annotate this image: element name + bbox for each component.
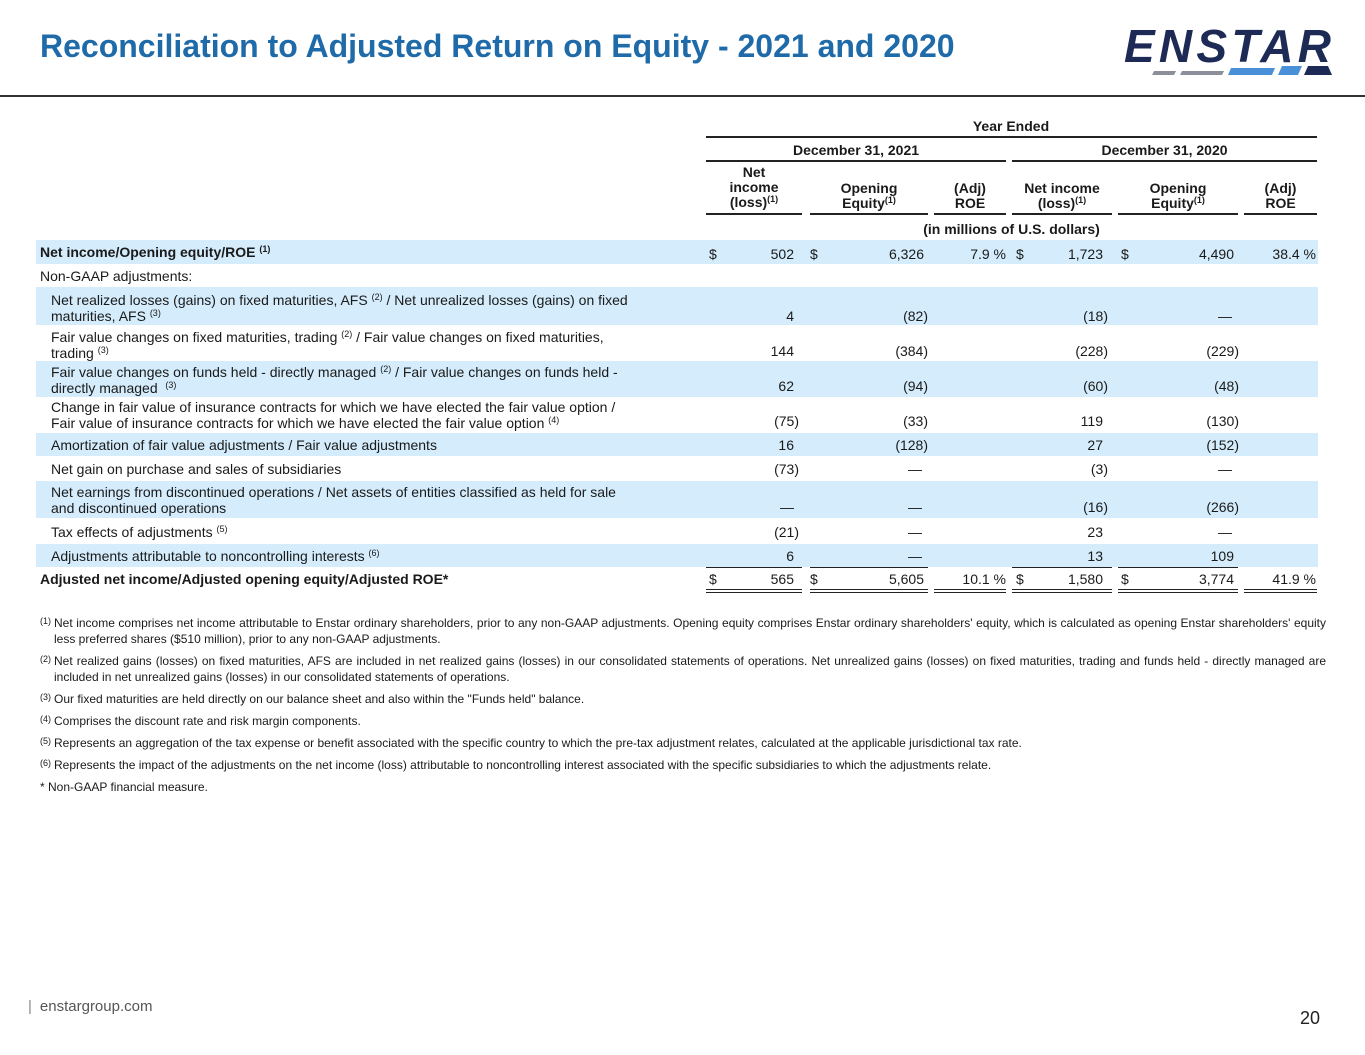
year-ended-header: Year Ended bbox=[972, 118, 1050, 134]
col-opening-equity-2020: Opening Equity(1) bbox=[1149, 180, 1207, 211]
footnote-3: (3) Our fixed maturities are held directl… bbox=[40, 692, 585, 706]
footnote-1: (1) Net income comprises net income attri… bbox=[40, 616, 1326, 646]
period-2021-header: December 31, 2021 bbox=[792, 142, 920, 158]
non-gaap-heading: Non-GAAP adjustments: bbox=[40, 268, 193, 284]
footer-website: enstargroup.com bbox=[39, 998, 153, 1015]
header-rule bbox=[0, 95, 1365, 97]
reconciliation-table: Year Ended December 31, 2021 December 31… bbox=[36, 118, 1318, 593]
col-net-income-2020: Net income (loss)(1) bbox=[1024, 180, 1100, 211]
footnote-4: (4) Comprises the discount rate and risk … bbox=[40, 714, 361, 728]
page-title: Reconciliation to Adjusted Return on Equ… bbox=[40, 28, 955, 64]
footnote-2: (2) Net realized gains (losses) on fixed … bbox=[40, 654, 1326, 684]
footer: | enstargroup.com bbox=[28, 998, 152, 1015]
page-number: 20 bbox=[1300, 1008, 1321, 1028]
footnote-non-gaap: * Non-GAAP financial measure. bbox=[40, 780, 208, 794]
col-opening-equity-2021: Opening Equity(1) bbox=[840, 180, 898, 211]
col-net-income-2021: Net income (loss)(1) bbox=[729, 164, 779, 210]
col-roe-2020: (Adj) ROE bbox=[1264, 180, 1297, 211]
enstar-logo: ENSTAR bbox=[1124, 22, 1332, 75]
units-header: (in millions of U.S. dollars) bbox=[923, 221, 1100, 237]
period-2020-header: December 31, 2020 bbox=[1101, 142, 1228, 158]
footer-divider: | bbox=[28, 998, 32, 1015]
footnote-6: (6) Represents the impact of the adjustme… bbox=[40, 758, 992, 772]
footnote-5: (5) Represents an aggregation of the tax … bbox=[40, 736, 1022, 750]
footnotes: (1) Net income comprises net income attri… bbox=[40, 615, 1326, 801]
col-roe-2021: (Adj) ROE bbox=[954, 180, 986, 211]
